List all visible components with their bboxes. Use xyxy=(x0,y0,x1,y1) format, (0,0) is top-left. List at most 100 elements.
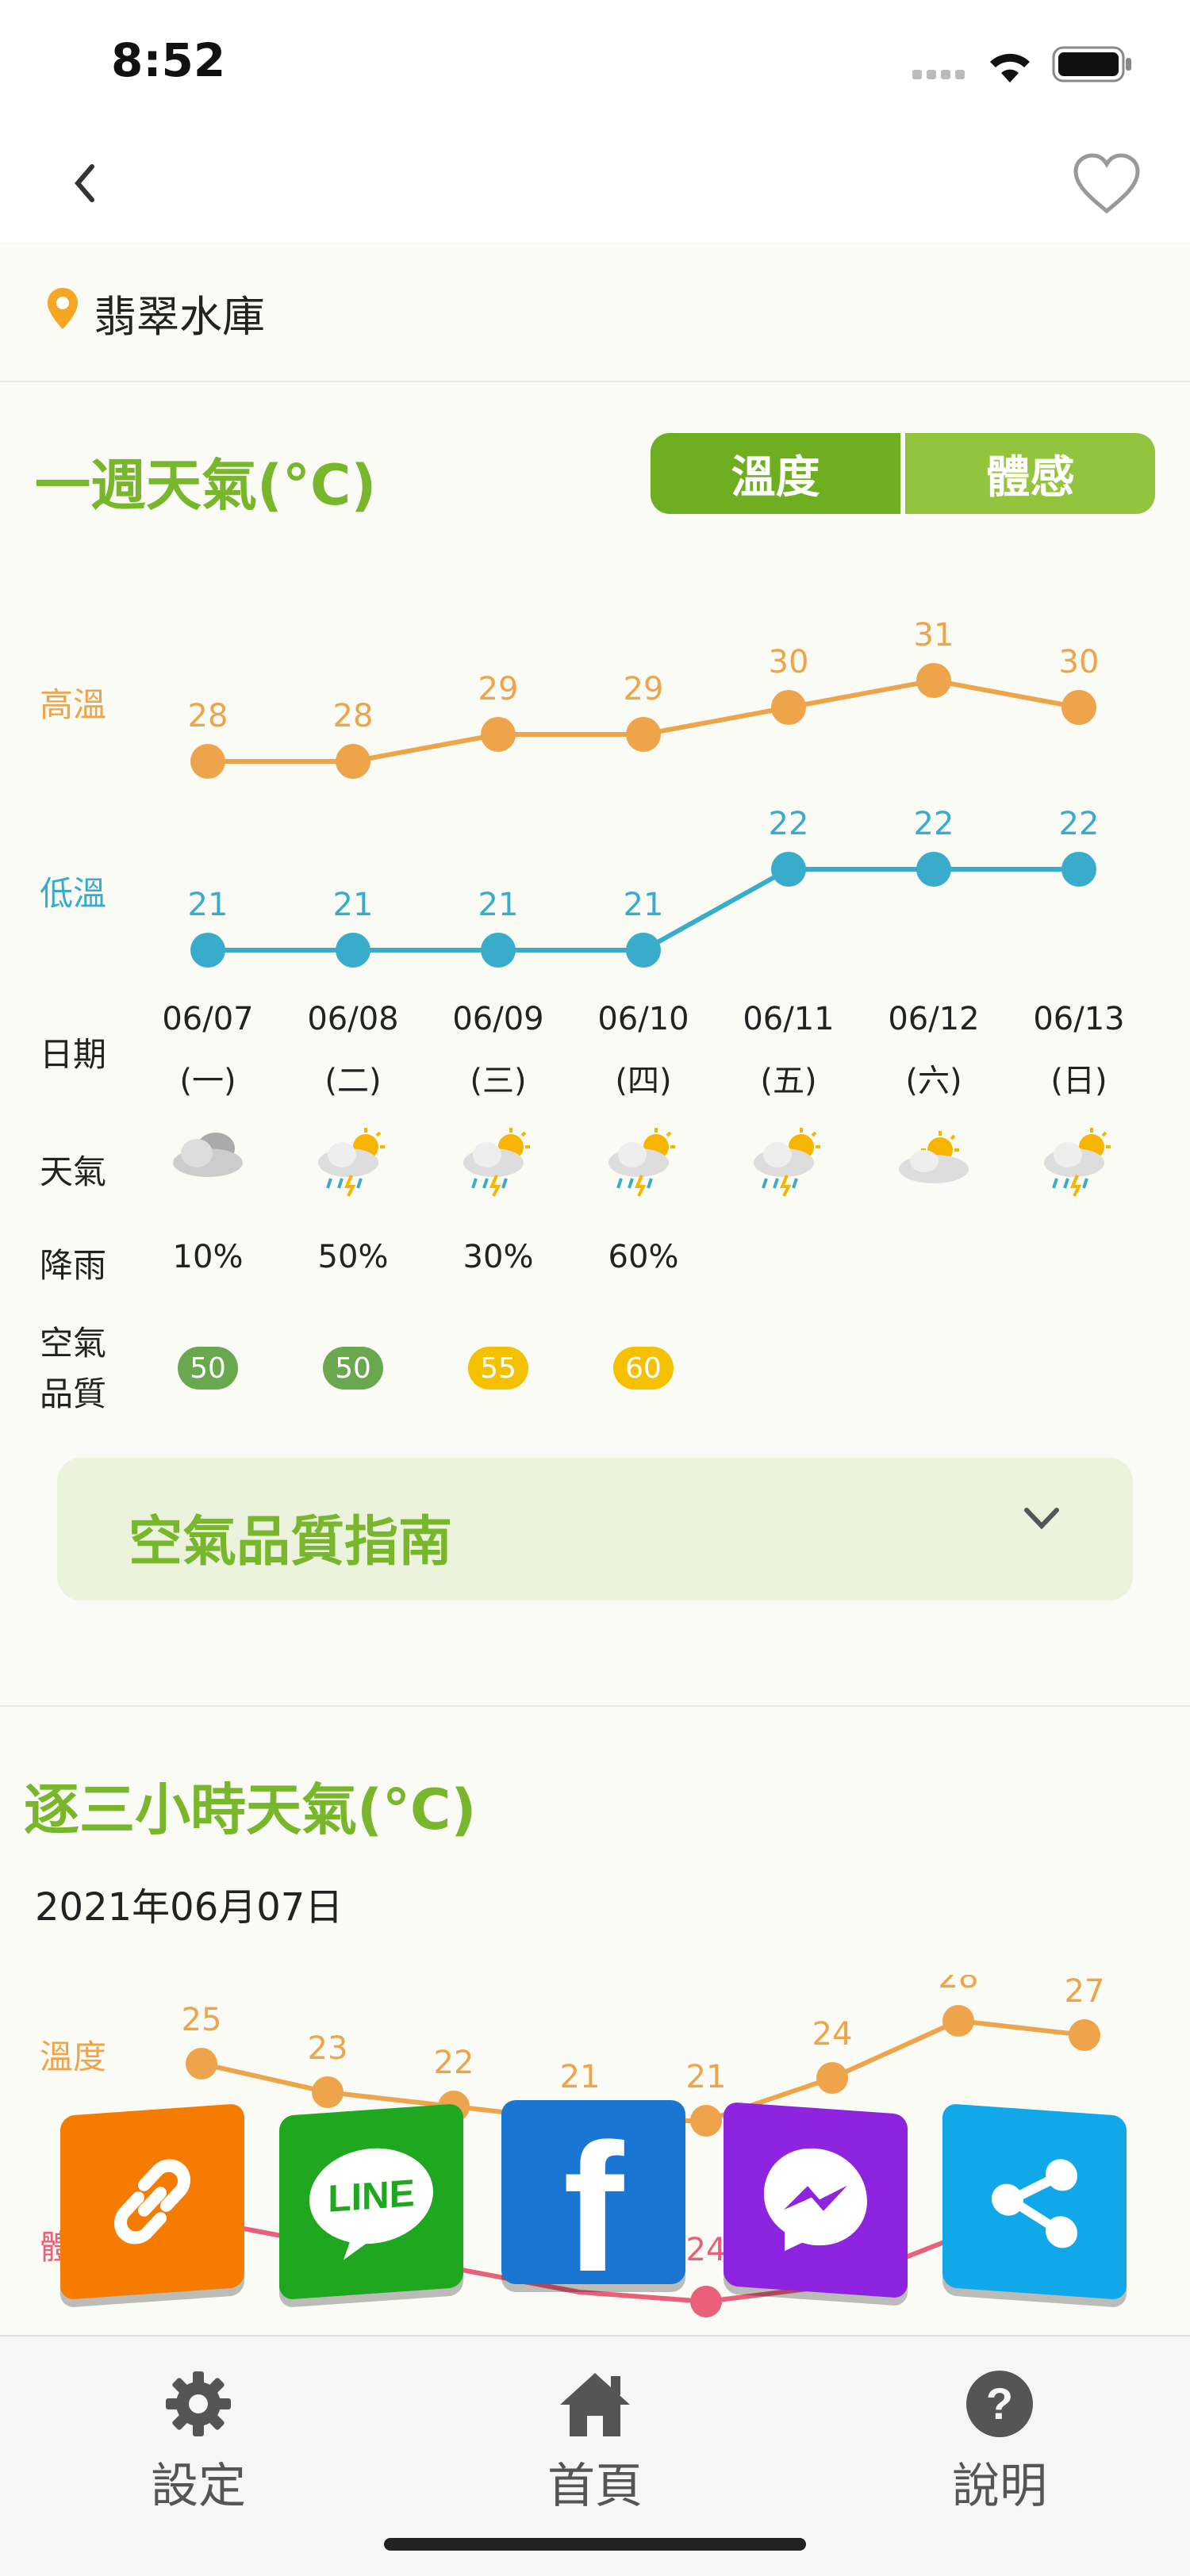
hourly-temp-value: 28 xyxy=(939,1975,979,1995)
high-temp-value: 28 xyxy=(333,698,374,734)
day-rain-chance: 50% xyxy=(317,1239,389,1275)
day-date: 06/09 xyxy=(452,1001,544,1037)
high-temp-point xyxy=(771,690,806,725)
location-header: 翡翠水庫 xyxy=(0,242,1190,382)
high-temp-point xyxy=(336,744,370,779)
link-icon xyxy=(114,2159,190,2244)
chevron-left-icon[interactable] xyxy=(73,163,97,203)
hourly-temp-value: 24 xyxy=(812,2016,853,2053)
low-temp-point xyxy=(336,933,370,968)
day-date: 06/10 xyxy=(597,1001,689,1037)
toggle-temp[interactable]: 溫度 xyxy=(651,433,905,514)
high-temp-point xyxy=(481,717,516,752)
tab-home-label: 首頁 xyxy=(547,2459,643,2514)
home-indicator xyxy=(384,2538,806,2551)
low-temp-value: 21 xyxy=(333,887,374,923)
hourly-temp-value: 21 xyxy=(686,2059,727,2095)
home-icon xyxy=(560,2373,630,2436)
hourly-feel-point xyxy=(690,2286,722,2317)
low-temp-point xyxy=(626,933,661,968)
battery-icon xyxy=(1052,46,1131,82)
aq-row-label-2: 品質 xyxy=(40,1374,107,1413)
hourly-temp-point xyxy=(942,2005,974,2037)
hourly-temp-value: 25 xyxy=(182,2002,222,2038)
day-date: 06/08 xyxy=(307,1001,399,1037)
rain-row-label: 降雨 xyxy=(40,1246,107,1285)
day-weekday: (一) xyxy=(179,1063,236,1099)
day-date: 06/11 xyxy=(743,1001,835,1037)
tab-help-label: 說明 xyxy=(952,2459,1047,2514)
weather-row-label: 天氣 xyxy=(40,1152,107,1191)
high-temp-value: 28 xyxy=(188,698,228,734)
high-temp-value: 30 xyxy=(769,644,809,680)
share-icon xyxy=(992,2159,1077,2248)
low-temp-value: 21 xyxy=(624,887,664,923)
tab-home[interactable]: 首頁 xyxy=(500,2368,690,2517)
low-temp-point xyxy=(771,852,806,887)
wifi-icon xyxy=(990,53,1030,82)
help-icon: ? xyxy=(966,2371,1033,2437)
toggle-feel[interactable]: 體感 xyxy=(905,433,1155,514)
high-temp-value: 31 xyxy=(914,617,954,654)
thunder-rain-sun-icon xyxy=(725,1126,852,1206)
hourly-temp-value: 22 xyxy=(434,2045,474,2081)
low-temp-value: 22 xyxy=(914,806,954,842)
low-temp-point xyxy=(190,933,225,968)
svg-text:?: ? xyxy=(986,2379,1013,2428)
heart-outline-icon[interactable] xyxy=(1071,149,1142,220)
hourly-temp-value: 21 xyxy=(560,2059,601,2095)
thunder-rain-sun-icon xyxy=(580,1126,707,1206)
day-weekday: (二) xyxy=(324,1063,382,1099)
hourly-title: 逐三小時天氣(°C) xyxy=(24,1777,477,1842)
day-weekday: (四) xyxy=(615,1063,672,1099)
share-messenger-button[interactable] xyxy=(724,2101,908,2299)
share-link-button[interactable] xyxy=(60,2103,244,2301)
high-temp-label: 高溫 xyxy=(40,685,107,724)
nav-bar xyxy=(0,127,1190,242)
aq-guide-panel[interactable]: 空氣品質指南 xyxy=(57,1458,1133,1600)
share-more-button[interactable] xyxy=(942,2103,1127,2301)
thunder-rain-sun-icon xyxy=(1015,1126,1142,1206)
hourly-temp-value: 27 xyxy=(1065,1975,1105,2010)
low-temp-value: 22 xyxy=(1059,806,1100,842)
aqi-badge: 50 xyxy=(178,1347,238,1390)
tab-settings-label: 設定 xyxy=(151,2459,246,2514)
high-temp-point xyxy=(916,663,951,698)
low-temp-value: 21 xyxy=(188,887,228,923)
day-weekday: (日) xyxy=(1050,1063,1107,1099)
line-logo-text: LINE xyxy=(328,2172,414,2221)
weekly-temp-chart: 28 28 29 29 30 31 30 21 21 21 21 22 22 22 xyxy=(188,617,1100,968)
hourly-temp-point xyxy=(1069,2019,1100,2051)
hourly-temp-value: 23 xyxy=(308,2030,348,2067)
partly-cloudy-icon xyxy=(870,1126,997,1198)
day-weekday: (三) xyxy=(470,1063,527,1099)
high-temp-point xyxy=(190,744,225,779)
status-time: 8:52 xyxy=(111,33,226,87)
tab-settings[interactable]: 設定 xyxy=(103,2368,294,2517)
high-temp-value: 29 xyxy=(624,671,664,707)
high-temp-point xyxy=(626,717,661,752)
aqi-badge: 50 xyxy=(323,1347,383,1390)
aq-row-label-1: 空氣 xyxy=(40,1324,107,1363)
low-temp-point xyxy=(481,933,516,968)
temp-mode-toggle: 溫度 體感 xyxy=(651,433,1155,514)
aq-guide-title: 空氣品質指南 xyxy=(129,1511,453,1574)
share-bar: LINE f xyxy=(0,2094,1190,2332)
day-weekday: (六) xyxy=(905,1063,962,1099)
day-rain-chance: 30% xyxy=(463,1239,534,1275)
thunder-rain-sun-icon xyxy=(290,1126,416,1206)
high-temp-value: 30 xyxy=(1059,644,1100,680)
low-temp-point xyxy=(1061,852,1096,887)
chevron-down-icon[interactable] xyxy=(1022,1505,1061,1531)
hourly-temp-point xyxy=(690,2105,722,2137)
share-facebook-button[interactable]: f xyxy=(501,2100,685,2299)
cloudy-icon xyxy=(144,1126,271,1190)
hourly-date: 2021年06月07日 xyxy=(35,1885,344,1930)
hourly-temp-label: 溫度 xyxy=(40,2037,107,2076)
messenger-icon xyxy=(764,2148,867,2252)
low-temp-value: 21 xyxy=(478,887,519,923)
high-temp-point xyxy=(1061,690,1096,725)
tab-help[interactable]: ? 說明 xyxy=(904,2368,1095,2517)
day-rain-chance: 10% xyxy=(172,1239,244,1275)
share-line-button[interactable]: LINE xyxy=(279,2103,463,2301)
